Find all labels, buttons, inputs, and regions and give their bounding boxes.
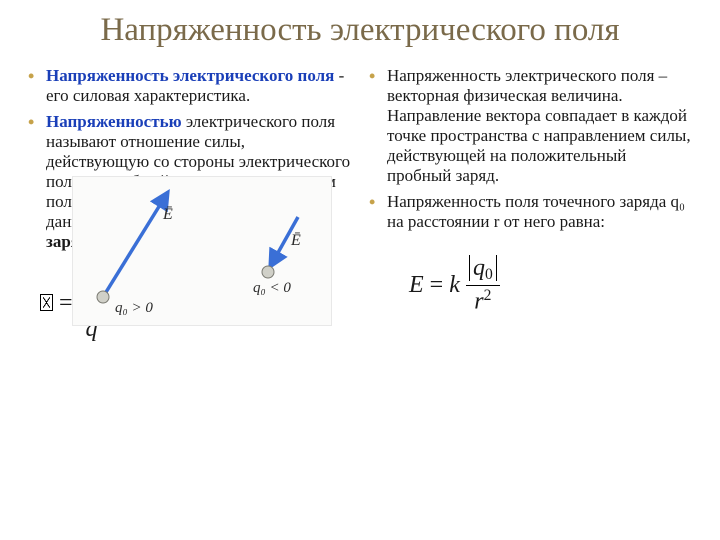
- charge-right: [262, 266, 274, 278]
- right-bullet-1: Напряженность электрического поля – вект…: [369, 66, 692, 186]
- right-bullets: Напряженность электрического поля – вект…: [369, 66, 692, 232]
- term-2: Напряженностью: [46, 112, 182, 131]
- right-column: Напряженность электрического поля – вект…: [369, 66, 692, 341]
- term-1: Напряженность электрического поля: [46, 66, 334, 85]
- left-bullet-1: Напряженность электрического поля - его …: [28, 66, 351, 106]
- box-marker-icon: [40, 294, 53, 311]
- label-right: q₀ < 0: [253, 280, 291, 296]
- diagram-svg: q₀ > 0 Ē q₀ < 0 Ē: [73, 177, 333, 327]
- slide-title: Напряженность электрического поля: [0, 0, 720, 58]
- right-bullet-2: Напряженность поля точечного заряда q₀ н…: [369, 192, 692, 232]
- charge-left: [97, 291, 109, 303]
- arrow-left: [103, 192, 168, 297]
- e-label-right: Ē: [290, 232, 301, 249]
- field-diagram: q₀ > 0 Ē q₀ < 0 Ē: [72, 176, 332, 326]
- e-label-left: Ē: [162, 206, 173, 223]
- formula-point-charge: E = k q0 r2: [409, 256, 692, 313]
- label-left: q₀ > 0: [115, 300, 153, 316]
